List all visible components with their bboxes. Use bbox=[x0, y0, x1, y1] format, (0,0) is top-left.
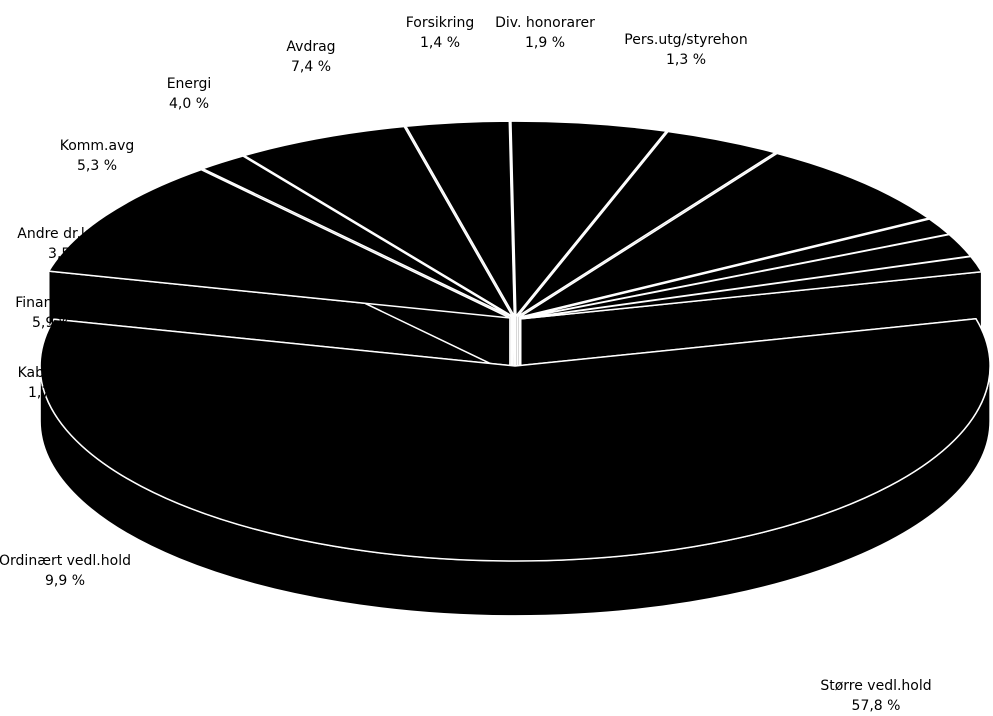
label-ordinaert-vedlhold-name: Ordinært vedl.hold bbox=[0, 553, 131, 569]
label-finanskost-name: Finanskost bbox=[15, 295, 89, 311]
label-ordinaert-vedlhold: Ordinært vedl.hold 9,9 % bbox=[0, 551, 131, 591]
label-energi-value: 4,0 % bbox=[168, 96, 210, 112]
label-andre-drkostn-name: Andre dr.kostn bbox=[17, 226, 119, 242]
pie-slice-10 bbox=[520, 255, 983, 375]
label-avdrag-name: Avdrag bbox=[286, 39, 336, 55]
label-kommavg-value: 5,3 % bbox=[76, 158, 118, 174]
pie-slice-top bbox=[510, 120, 668, 317]
pie-slice-top bbox=[516, 130, 776, 318]
label-storre-vedlhold: Større vedl.hold 57,8 % bbox=[820, 676, 931, 716]
label-div-honorarer-value: 1,9 % bbox=[524, 35, 566, 51]
pie-slice-top bbox=[405, 120, 516, 317]
pie-slice-0 bbox=[39, 318, 991, 617]
label-finanskost: Finanskost 5,9 % bbox=[15, 293, 89, 333]
pie-slice-top bbox=[518, 152, 930, 319]
label-persutg-styrehon-name: Pers.utg/styrehon bbox=[624, 32, 748, 48]
label-kommavg: Komm.avg 5,3 % bbox=[60, 136, 135, 176]
label-storre-vedlhold-value: 57,8 % bbox=[851, 698, 901, 714]
pie-slice-top bbox=[47, 168, 511, 319]
pie-slice-1 bbox=[47, 168, 511, 374]
label-andre-drkostn: Andre dr.kostn 3,5 % bbox=[17, 224, 119, 264]
label-persutg-styrehon: Pers.utg/styrehon 1,3 % bbox=[624, 30, 747, 70]
label-energi-name: Energi bbox=[166, 76, 212, 92]
pie-slice-top bbox=[243, 125, 514, 318]
label-forsikring-name: Forsikring bbox=[405, 15, 475, 31]
label-div-honorarer: Div. honorarer 1,9 % bbox=[495, 13, 595, 53]
label-ordinaert-vedlhold-value: 9,9 % bbox=[44, 573, 86, 589]
label-forsikring-value: 1,4 % bbox=[419, 35, 461, 51]
label-forsikring: Forsikring 1,4 % bbox=[406, 13, 475, 53]
pie-slice-top bbox=[520, 255, 983, 320]
label-kommavg-name: Komm.avg bbox=[59, 138, 135, 154]
label-avdrag-value: 7,4 % bbox=[290, 59, 332, 75]
pie-slice-top bbox=[201, 155, 513, 318]
label-kabel-tv: Kabel-TV 1,7 % bbox=[18, 363, 79, 403]
label-avdrag: Avdrag 7,4 % bbox=[286, 37, 335, 77]
label-andre-drkostn-value: 3,5 % bbox=[47, 246, 89, 262]
label-energi: Energi 4,0 % bbox=[167, 74, 212, 114]
label-kabel-tv-name: Kabel-TV bbox=[17, 365, 79, 381]
label-storre-vedlhold-name: Større vedl.hold bbox=[820, 678, 932, 694]
label-finanskost-value: 5,9 % bbox=[31, 315, 73, 331]
label-kabel-tv-value: 1,7 % bbox=[27, 385, 69, 401]
label-persutg-styrehon-value: 1,3 % bbox=[665, 52, 707, 68]
pie-slice-top bbox=[39, 318, 991, 562]
label-div-honorarer-name: Div. honorarer bbox=[495, 15, 595, 31]
